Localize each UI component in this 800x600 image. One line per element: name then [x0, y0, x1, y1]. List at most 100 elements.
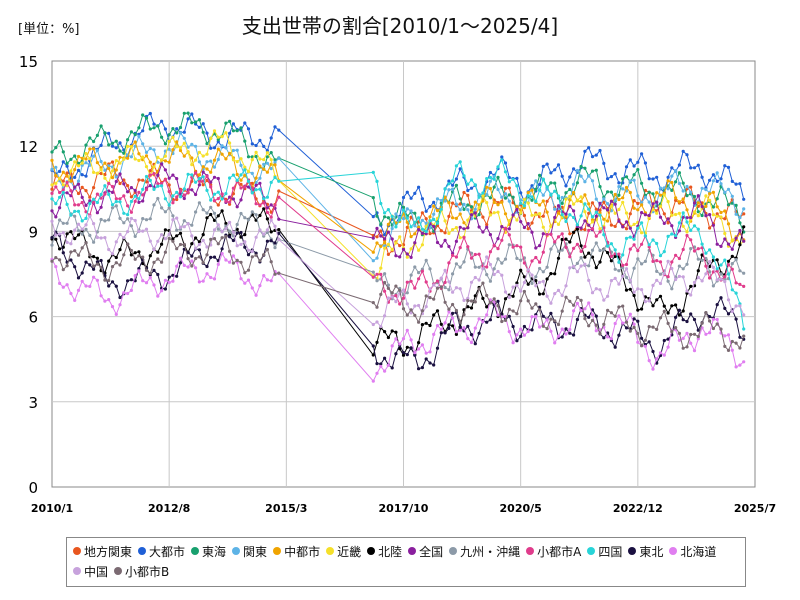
- data-point: [458, 325, 462, 330]
- y-tick-label: 9: [28, 223, 38, 241]
- data-point: [606, 190, 610, 194]
- data-point: [394, 284, 398, 288]
- data-point: [156, 160, 160, 164]
- data-point: [160, 135, 164, 139]
- data-point: [243, 240, 247, 244]
- data-point: [405, 252, 409, 256]
- legend-item: 地方関東: [73, 541, 132, 561]
- data-point: [564, 197, 568, 201]
- data-point: [564, 332, 568, 336]
- data-point: [454, 183, 458, 187]
- data-point: [409, 209, 413, 213]
- x-tick-label: 2022/12: [613, 502, 663, 515]
- data-point: [704, 251, 708, 255]
- data-point: [201, 183, 205, 187]
- data-point: [560, 213, 564, 217]
- data-point: [95, 192, 99, 196]
- data-point: [443, 331, 447, 335]
- data-point: [583, 219, 587, 223]
- data-point: [602, 248, 606, 252]
- data-point: [239, 242, 243, 246]
- data-point: [103, 184, 107, 188]
- data-point: [394, 212, 398, 216]
- data-point: [144, 268, 149, 272]
- data-point: [636, 340, 640, 344]
- data-point: [84, 284, 88, 288]
- data-point: [704, 272, 708, 276]
- data-point: [636, 308, 640, 312]
- data-point: [171, 173, 175, 177]
- data-point: [685, 289, 689, 293]
- data-point: [640, 203, 644, 207]
- data-point: [95, 262, 99, 266]
- data-point: [137, 267, 141, 271]
- data-point: [598, 208, 602, 212]
- data-point: [201, 170, 205, 174]
- data-point: [454, 177, 458, 181]
- data-point: [609, 259, 614, 263]
- data-point: [54, 215, 58, 219]
- data-point: [526, 194, 530, 198]
- data-point: [541, 250, 545, 254]
- data-point: [621, 266, 625, 270]
- data-point: [420, 211, 424, 215]
- data-point: [144, 116, 149, 120]
- data-point: [235, 129, 239, 133]
- data-point: [167, 139, 171, 143]
- data-point: [110, 206, 115, 210]
- data-point: [696, 247, 700, 251]
- data-point: [118, 141, 122, 145]
- data-point: [572, 167, 576, 171]
- data-point: [58, 247, 62, 251]
- data-point: [129, 195, 133, 199]
- legend-label: 関東: [243, 544, 268, 559]
- data-point: [485, 192, 489, 197]
- data-point: [114, 240, 118, 244]
- data-point: [572, 333, 576, 337]
- data-point: [677, 211, 682, 215]
- data-point: [602, 298, 606, 302]
- data-point: [572, 190, 576, 195]
- data-point: [647, 177, 651, 181]
- data-point: [708, 260, 712, 264]
- data-point: [220, 192, 224, 196]
- data-point: [269, 203, 273, 207]
- data-point: [432, 332, 436, 336]
- data-point: [485, 265, 489, 269]
- data-point: [594, 234, 598, 238]
- data-point: [148, 276, 152, 280]
- data-point: [503, 170, 508, 174]
- data-point: [216, 197, 220, 201]
- data-point: [137, 269, 141, 273]
- data-point: [503, 192, 508, 196]
- data-point: [386, 230, 390, 234]
- data-point: [704, 188, 708, 192]
- data-point: [609, 242, 614, 246]
- data-point: [420, 218, 424, 222]
- data-point: [103, 176, 107, 180]
- data-point: [80, 185, 84, 189]
- data-point: [496, 165, 500, 169]
- data-point: [205, 142, 209, 146]
- data-point: [92, 186, 96, 190]
- data-point: [175, 140, 179, 144]
- data-point: [556, 256, 561, 260]
- data-point: [398, 201, 402, 205]
- data-point: [216, 203, 220, 207]
- data-point: [171, 214, 175, 218]
- data-point: [454, 226, 458, 230]
- data-point: [50, 219, 54, 223]
- data-point: [575, 181, 580, 185]
- data-point: [553, 207, 557, 211]
- data-point: [228, 249, 232, 253]
- data-point: [704, 256, 708, 261]
- data-point: [254, 188, 258, 192]
- data-point: [417, 216, 421, 220]
- data-point: [696, 275, 700, 279]
- data-point: [670, 213, 674, 217]
- data-point: [160, 260, 164, 264]
- data-point: [50, 158, 54, 162]
- data-point: [254, 176, 258, 180]
- data-point: [500, 261, 504, 265]
- data-point: [126, 138, 130, 142]
